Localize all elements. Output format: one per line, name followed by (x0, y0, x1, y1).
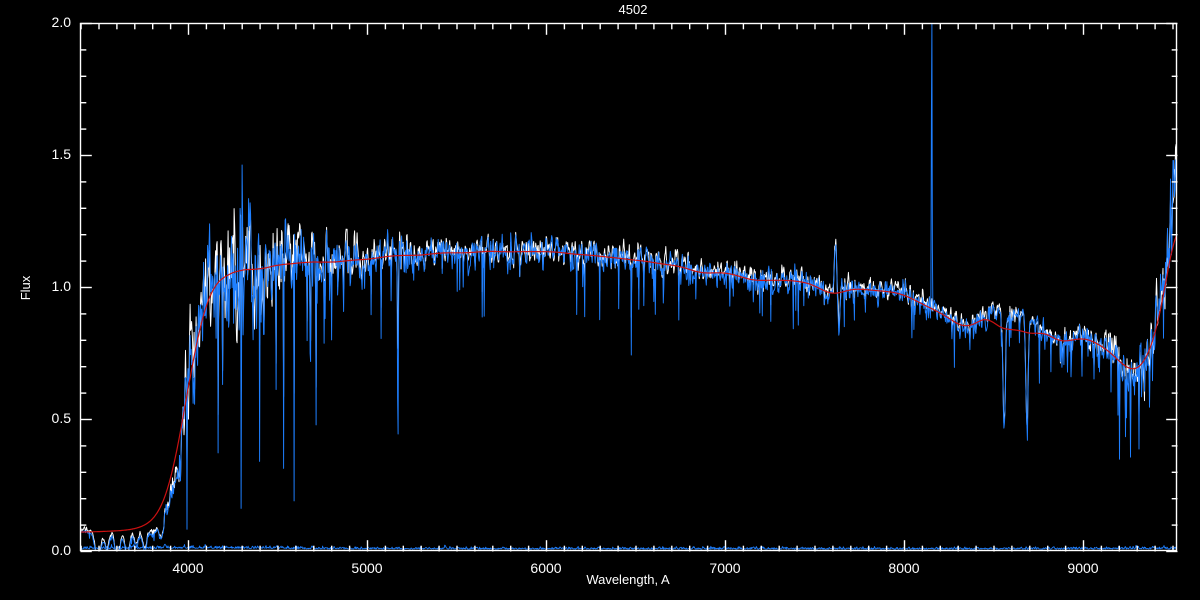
svg-text:1.0: 1.0 (52, 278, 72, 294)
svg-text:5000: 5000 (351, 560, 382, 576)
svg-text:1.5: 1.5 (52, 146, 72, 162)
svg-text:Flux: Flux (18, 275, 33, 300)
svg-text:0.0: 0.0 (52, 542, 72, 558)
svg-text:8000: 8000 (888, 560, 919, 576)
svg-text:9000: 9000 (1067, 560, 1098, 576)
svg-text:4000: 4000 (172, 560, 203, 576)
svg-text:4502: 4502 (619, 2, 648, 17)
svg-text:2.0: 2.0 (52, 14, 72, 30)
svg-text:6000: 6000 (530, 560, 561, 576)
svg-text:Wavelength, A: Wavelength, A (586, 572, 670, 587)
svg-text:7000: 7000 (709, 560, 740, 576)
svg-text:0.5: 0.5 (52, 410, 72, 426)
